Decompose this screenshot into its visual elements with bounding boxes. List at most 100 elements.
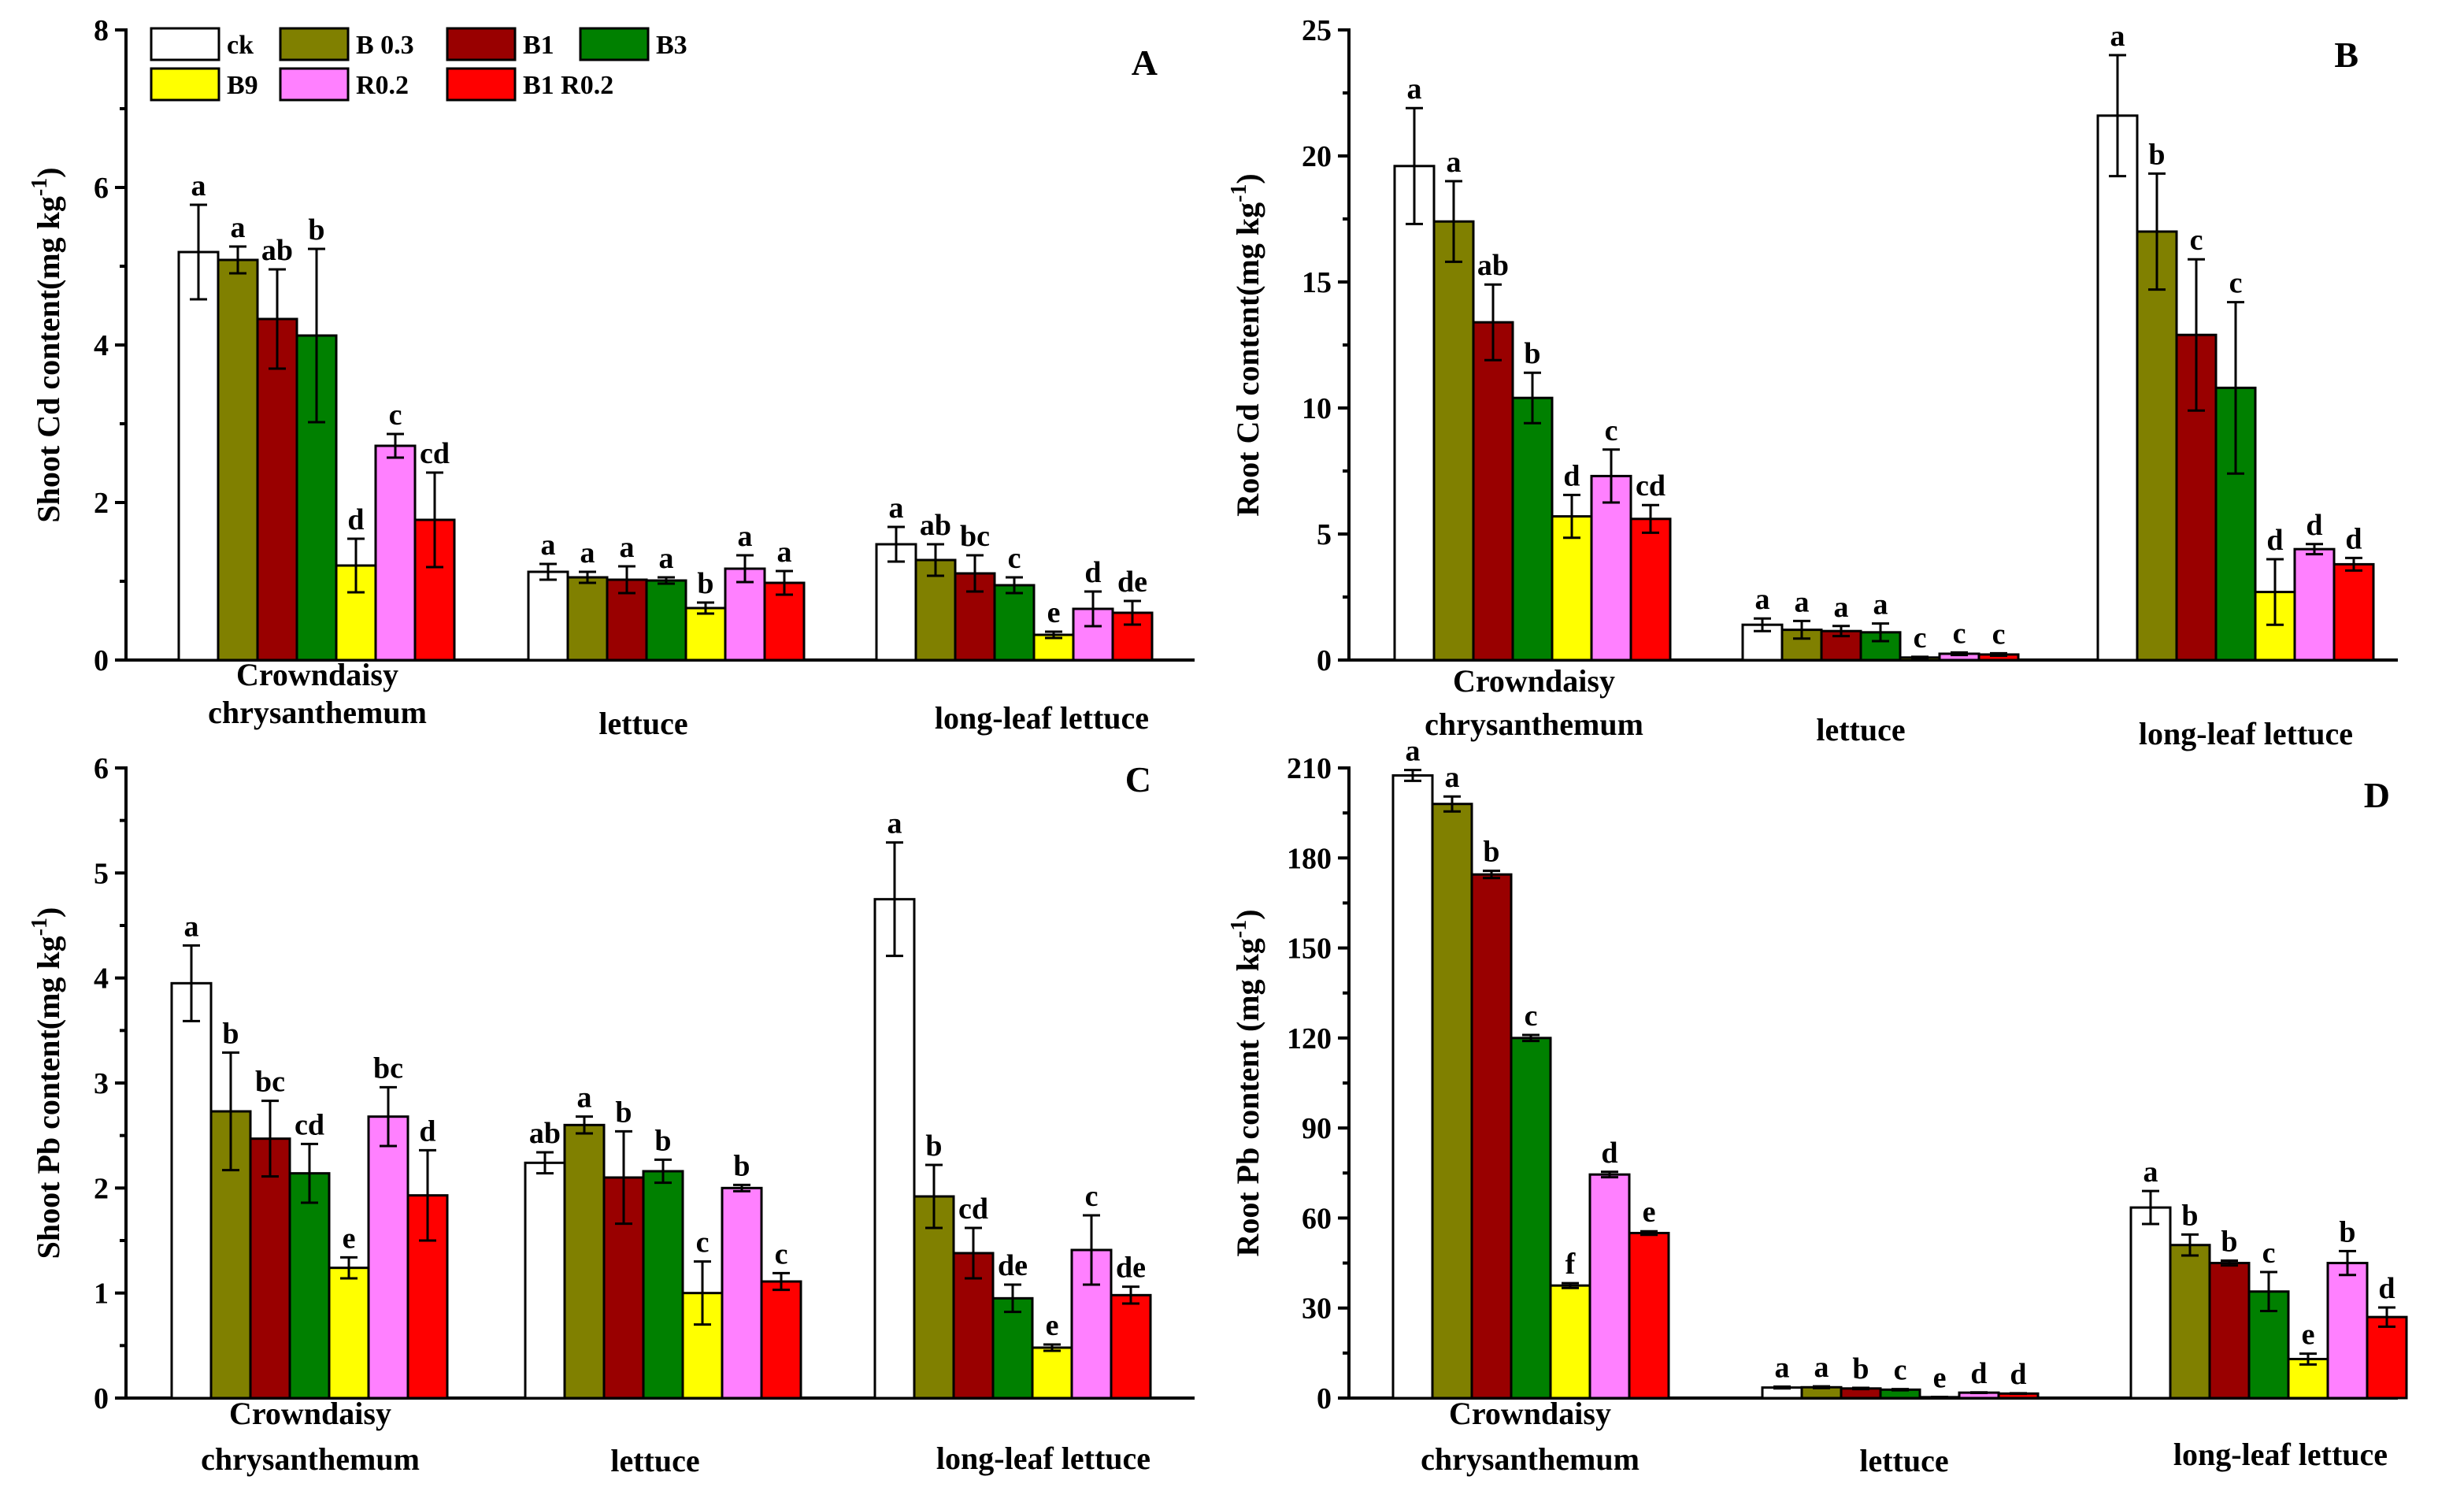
significance-letter: e [1643, 1196, 1656, 1229]
category-label: chrysanthemum [208, 695, 427, 730]
y-tick-label: 90 [1302, 1112, 1332, 1145]
bar [2096, 114, 2139, 662]
y-tick-label: 6 [94, 752, 109, 785]
significance-letter: b [1483, 836, 1499, 869]
bar [684, 606, 727, 662]
significance-letter: e [1046, 1309, 1059, 1342]
bar [256, 317, 298, 662]
significance-letter: b [1524, 337, 1540, 370]
significance-letter: f [1565, 1248, 1577, 1281]
legend-swatch [446, 27, 517, 61]
category-label: chrysanthemum [1421, 1441, 1640, 1477]
significance-letter: b [2339, 1215, 2355, 1248]
category-label: long-leaf lettuce [2173, 1437, 2388, 1472]
significance-letter: a [541, 529, 556, 562]
category-label: long-leaf lettuce [936, 1441, 1150, 1476]
bar [1549, 1284, 1591, 1400]
legend-item: B3 [579, 27, 687, 61]
significance-letter: a [1834, 591, 1849, 624]
bar [524, 1161, 566, 1400]
y-tick-label: 20 [1302, 140, 1332, 173]
y-axis-label: Shoot Pb content(mg kg-1) [28, 907, 66, 1259]
significance-letter: b [2148, 138, 2165, 171]
bar [760, 1280, 802, 1400]
bar [1510, 1037, 1552, 1400]
legend-swatch [279, 67, 350, 102]
bar [527, 570, 569, 662]
significance-letter: a [620, 531, 635, 564]
significance-letter: cd [1636, 469, 1666, 503]
bar [288, 1172, 331, 1400]
significance-letter: a [231, 211, 246, 244]
bar [1590, 474, 1632, 662]
y-tick-label: 3 [94, 1067, 109, 1100]
significance-letter: c [1992, 618, 2006, 651]
legend-label: ck [227, 31, 254, 60]
category-label: Crowndaisy [1453, 663, 1615, 699]
significance-letter: a [1775, 1352, 1790, 1385]
y-tick-label: 10 [1302, 392, 1332, 425]
category-label: Crowndaisy [1449, 1396, 1611, 1431]
y-tick-label: 2 [94, 1172, 109, 1205]
significance-letter: cd [958, 1192, 988, 1226]
significance-letter: c [1605, 414, 1618, 447]
significance-letter: a [2143, 1155, 2158, 1189]
bar [2208, 1262, 2251, 1400]
bar [991, 1296, 1034, 1400]
significance-letter: c [2229, 267, 2243, 300]
significance-letter: e [1047, 596, 1061, 629]
legend-item: B1 [446, 27, 554, 61]
significance-letter: bc [960, 520, 990, 553]
category-label: Crowndaisy [236, 657, 398, 692]
bar [1470, 873, 1513, 1400]
category-label: lettuce [1859, 1443, 1948, 1478]
bar [1629, 517, 1672, 662]
significance-letter: b [2221, 1226, 2237, 1259]
significance-letter: c [389, 399, 402, 432]
y-tick-label: 150 [1287, 933, 1332, 966]
y-tick-label: 120 [1287, 1022, 1332, 1055]
category-label: lettuce [1816, 712, 1905, 747]
significance-letter: c [1525, 1000, 1538, 1033]
legend-swatch [150, 67, 220, 102]
significance-letter: c [1085, 1180, 1099, 1213]
category-label: chrysanthemum [1425, 707, 1643, 742]
y-tick-label: 0 [94, 1382, 109, 1415]
significance-letter: b [615, 1096, 632, 1129]
y-tick-label: 0 [1317, 1382, 1332, 1415]
significance-letter: d [419, 1115, 435, 1148]
significance-letter: b [308, 213, 324, 247]
legend-label: B1 [523, 31, 554, 60]
significance-letter: a [887, 807, 902, 840]
panel-letter: B [2334, 35, 2358, 75]
significance-letter: c [1914, 621, 1927, 655]
significance-letter: e [343, 1222, 356, 1255]
significance-letter: de [1117, 566, 1147, 599]
significance-letter: c [775, 1237, 788, 1270]
significance-letter: e [2302, 1319, 2315, 1352]
bar [1432, 220, 1475, 662]
y-tick-label: 5 [94, 857, 109, 890]
bar [367, 1115, 409, 1400]
y-tick-label: 30 [1302, 1293, 1332, 1326]
significance-letter: bc [373, 1051, 403, 1085]
significance-letter: de [1116, 1252, 1146, 1285]
bar [875, 543, 917, 662]
significance-letter: ab [261, 234, 293, 267]
bar [724, 567, 766, 662]
significance-letter: cd [295, 1108, 324, 1141]
y-tick-label: 25 [1302, 14, 1332, 47]
panel-letter: C [1125, 759, 1151, 799]
significance-letter: a [580, 536, 595, 569]
legend-label: B1 R0.2 [523, 71, 613, 100]
significance-letter: b [222, 1017, 239, 1050]
significance-letter: d [2010, 1358, 2026, 1391]
legend-item: B1 R0.2 [446, 67, 613, 102]
bar [1110, 1293, 1152, 1400]
y-tick-label: 8 [94, 14, 109, 47]
panel-d: 0 30 60 90 120 150 180 210 Root Pb content (mg k… [1227, 735, 2408, 1478]
bar [1472, 321, 1514, 662]
significance-letter: ab [920, 509, 951, 542]
bar [645, 579, 687, 662]
